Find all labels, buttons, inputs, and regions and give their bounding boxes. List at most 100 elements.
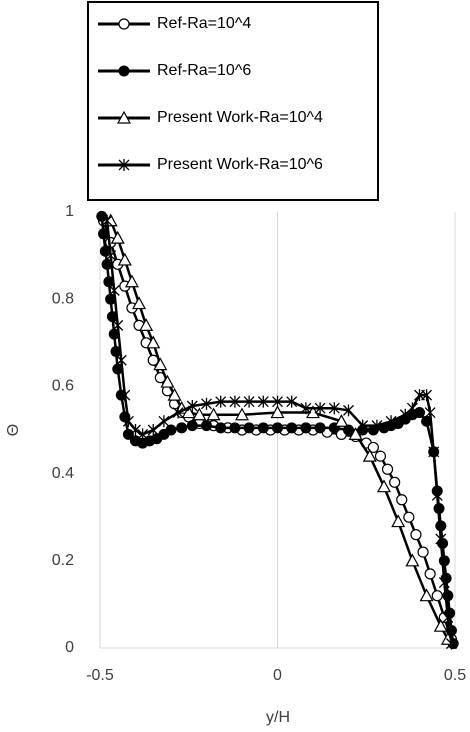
marker: [257, 422, 269, 434]
marker: [396, 494, 408, 506]
marker: [445, 637, 457, 650]
marker: [181, 405, 196, 419]
x-axis-label: y/H: [266, 709, 290, 726]
legend-marker: [118, 65, 130, 77]
y-tick-label: 0.2: [52, 552, 74, 569]
marker: [389, 476, 401, 488]
marker: [147, 424, 159, 436]
marker: [206, 407, 221, 421]
marker: [403, 511, 415, 523]
y-tick-label: 0.8: [52, 290, 74, 307]
marker: [391, 514, 406, 528]
marker: [270, 405, 285, 419]
marker: [440, 572, 452, 584]
marker: [132, 296, 147, 310]
marker: [124, 274, 139, 288]
marker: [431, 489, 443, 502]
marker: [201, 420, 212, 432]
legend-label: Present Work-Ra=10^4: [157, 109, 323, 126]
marker: [300, 422, 312, 434]
marker: [229, 395, 241, 408]
marker: [438, 555, 450, 567]
marker: [438, 576, 450, 589]
marker: [348, 427, 363, 440]
marker: [405, 553, 420, 567]
marker: [160, 374, 175, 388]
marker: [229, 422, 241, 434]
marker: [414, 407, 425, 419]
marker: [115, 354, 127, 367]
marker: [376, 479, 392, 493]
marker: [172, 406, 184, 419]
x-tick-label: 0: [273, 667, 282, 684]
marker: [381, 463, 394, 475]
marker: [435, 533, 447, 545]
marker: [153, 357, 168, 371]
marker: [98, 228, 110, 240]
marker: [314, 422, 326, 434]
marker: [215, 422, 227, 434]
marker: [385, 415, 397, 428]
marker: [158, 415, 170, 428]
legend-box: [87, 1, 379, 201]
marker: [314, 402, 326, 415]
marker: [119, 389, 131, 402]
marker: [286, 395, 298, 408]
legend-label: Present Work-Ra=10^6: [157, 156, 323, 173]
legend-marker: [118, 18, 130, 30]
legend-marker: [116, 110, 132, 124]
marker: [343, 404, 354, 417]
marker: [186, 400, 198, 413]
marker: [367, 441, 379, 454]
marker: [357, 419, 369, 432]
marker: [122, 428, 134, 440]
marker: [421, 389, 433, 402]
marker: [424, 568, 436, 580]
marker: [146, 335, 161, 349]
marker: [428, 445, 440, 458]
marker: [99, 245, 111, 257]
marker: [108, 284, 120, 297]
marker: [433, 618, 448, 632]
marker: [334, 414, 349, 427]
x-tick-label: 0.5: [444, 667, 466, 684]
marker: [103, 276, 115, 288]
marker: [101, 258, 113, 270]
legend-item: Ref-Ra=10^6: [98, 62, 251, 79]
legend-item: Ref-Ra=10^4: [98, 15, 251, 32]
marker: [424, 406, 436, 419]
marker: [105, 293, 117, 305]
marker: [167, 387, 182, 401]
marker: [176, 422, 188, 434]
y-tick-label: 0: [65, 639, 74, 656]
marker: [139, 318, 154, 331]
marker: [137, 428, 149, 441]
marker: [272, 422, 283, 434]
marker: [165, 424, 177, 436]
marker: [343, 424, 354, 436]
y-tick-label: 0.4: [52, 465, 74, 482]
marker: [122, 415, 134, 428]
marker: [371, 419, 383, 432]
marker: [105, 249, 117, 262]
marker: [96, 210, 108, 222]
marker: [110, 346, 122, 358]
marker: [117, 252, 132, 266]
marker: [186, 420, 198, 432]
marker: [421, 415, 433, 427]
marker: [106, 311, 118, 323]
marker: [215, 395, 227, 408]
marker: [201, 397, 212, 410]
legend-item: Present Work-Ra=10^4: [98, 109, 323, 126]
marker: [374, 450, 387, 462]
legend-label: Ref-Ra=10^6: [157, 62, 251, 79]
marker: [130, 424, 141, 436]
marker: [362, 448, 377, 462]
x-tick-label: -0.5: [86, 667, 114, 684]
marker: [272, 395, 283, 408]
marker: [110, 230, 125, 244]
marker: [417, 546, 429, 558]
legend-label: Ref-Ra=10^4: [157, 15, 251, 32]
marker: [406, 402, 418, 415]
